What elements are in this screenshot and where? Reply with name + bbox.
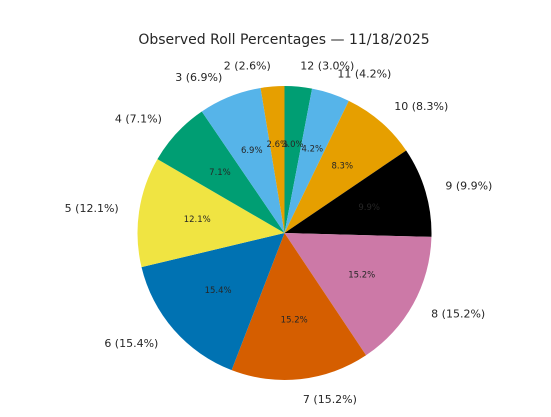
pie-category-label-3: 3 (6.9%) [175, 71, 222, 84]
pie-percent-label-5: 12.1% [184, 215, 211, 225]
pie-slice-2 [260, 86, 285, 233]
pie-percent-label-4: 7.1% [209, 168, 231, 178]
pie-slice-3 [201, 87, 285, 233]
pie-category-label-6: 6 (15.4%) [104, 337, 158, 350]
pie-percent-label-8: 15.2% [348, 271, 375, 281]
pie-percent-label-7: 15.2% [281, 316, 308, 326]
pie-category-label-4: 4 (7.1%) [115, 112, 162, 125]
pie-category-label-2: 2 (2.6%) [224, 59, 271, 72]
pie-category-label-10: 10 (8.3%) [394, 100, 448, 113]
pie-slice-5 [137, 159, 285, 268]
pie-percent-label-2: 2.6% [266, 140, 288, 150]
pie-percent-label-12: 3.0% [282, 140, 304, 150]
pie-slice-9 [284, 150, 432, 237]
pie-slice-10 [284, 100, 407, 234]
pie-slice-6 [141, 233, 285, 371]
pie-category-label-7: 7 (15.2%) [303, 393, 357, 406]
pie-slice-11 [284, 88, 349, 233]
pie-slices [137, 86, 432, 380]
pie-percent-label-3: 6.9% [241, 146, 263, 156]
pie-slice-7 [231, 233, 367, 380]
pie-category-label-12: 12 (3.0%) [300, 60, 354, 73]
pie-slice-4 [157, 111, 285, 233]
pie-percent-label-6: 15.4% [205, 286, 232, 296]
pie-percent-label-9: 9.9% [358, 203, 380, 213]
pie-category-label-5: 5 (12.1%) [65, 202, 119, 215]
pie-category-label-11: 11 (4.2%) [337, 67, 391, 80]
pie-category-label-8: 8 (15.2%) [431, 308, 485, 321]
pie-percent-label-11: 4.2% [302, 144, 324, 154]
pie-percent-labels: 3.0%4.2% 8.3% 9.9% 15.2% 15.2% 15.4% 12.1% 7.1%… [184, 140, 380, 326]
pie-category-labels: 12 (3.0%)11 (4.2%) 10 (8.3%) 9 (9.9%) 8 (15… [65, 59, 493, 406]
pie-category-label-9: 9 (9.9%) [445, 179, 492, 192]
pie-percent-label-10: 8.3% [331, 161, 353, 171]
pie-slice-8 [284, 233, 432, 356]
chart-title: Observed Roll Percentages — 11/18/2025 [138, 32, 429, 48]
pie-slice-12 [284, 86, 313, 233]
